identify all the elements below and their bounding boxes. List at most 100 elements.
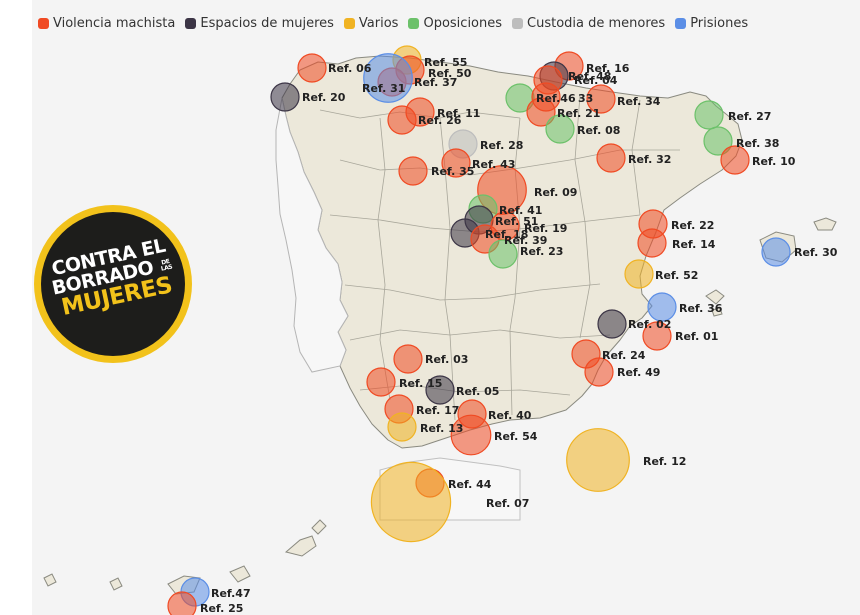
marker-circle[interactable]: [297, 53, 327, 83]
marker-label: Ref. 54: [494, 430, 538, 443]
marker-label: Ref. 24: [602, 349, 646, 362]
island-canary-2: [311, 519, 327, 535]
marker-label: Ref.46: [536, 92, 576, 105]
marker-label: Ref. 32: [628, 153, 671, 166]
marker-label: Ref. 28: [480, 139, 523, 152]
legend-swatch-icon: [343, 17, 355, 29]
marker-label: Ref. 09: [534, 186, 577, 199]
marker-label: Ref. 48: [568, 70, 611, 83]
marker-circle[interactable]: [647, 292, 677, 322]
island-canary-1: [284, 535, 317, 557]
island-canary-3: [229, 565, 251, 583]
marker-label: Ref. 05: [456, 385, 499, 398]
marker-circle[interactable]: [761, 237, 791, 267]
logo-inner-circle: CONTRA EL BORRADO DE LAS MUJERES: [41, 212, 185, 356]
legend: Violencia machista Espacios de mujeres Var…: [38, 14, 748, 32]
legend-swatch-icon: [38, 17, 49, 29]
island-menorca: [813, 217, 837, 231]
legend-item[interactable]: Violencia machista: [38, 16, 175, 31]
marker-label: Ref. 21: [557, 107, 600, 120]
marker-label: Ref. 06: [328, 62, 372, 75]
legend-item[interactable]: Custodia de menores: [512, 16, 665, 31]
marker-circle[interactable]: [441, 148, 471, 178]
marker-circle[interactable]: [637, 228, 667, 258]
marker-circle[interactable]: [393, 344, 423, 374]
marker-label: Ref. 20: [302, 91, 346, 104]
legend-item[interactable]: Prisiones: [675, 16, 748, 31]
marker-label: Ref. 43: [472, 158, 515, 171]
marker-label: Ref. 23: [520, 245, 563, 258]
marker-circle[interactable]: [425, 375, 455, 405]
marker-label: Ref. 13: [420, 422, 463, 435]
marker-circle[interactable]: [596, 143, 626, 173]
marker-circle[interactable]: [270, 82, 300, 112]
marker-label: Ref. 39: [504, 234, 547, 247]
marker-circle[interactable]: [366, 367, 396, 397]
marker-label: Ref. 41: [499, 204, 542, 217]
portugal: [275, 97, 349, 373]
marker-circle[interactable]: [624, 259, 654, 289]
marker-label: Ref. 25: [200, 602, 243, 615]
marker-circle[interactable]: [586, 84, 616, 114]
legend-label: Oposiciones: [423, 15, 503, 31]
marker-label: Ref.47: [211, 587, 251, 600]
marker-circle[interactable]: [363, 53, 413, 103]
marker-circle[interactable]: [694, 100, 724, 130]
island-canary-6: [43, 573, 57, 587]
marker-label: Ref. 01: [675, 330, 718, 343]
marker-label: Ref. 22: [671, 219, 714, 232]
marker-circle[interactable]: [566, 428, 630, 492]
marker-label: Ref. 37: [414, 76, 457, 89]
legend-swatch-icon: [512, 17, 524, 29]
marker-circle[interactable]: [642, 321, 672, 351]
marker-label: Ref. 07: [486, 497, 529, 510]
marker-label: Ref. 49: [617, 366, 660, 379]
marker-label: Ref. 18: [485, 228, 528, 241]
marker-label: Ref. 40: [488, 409, 532, 422]
marker-label: Ref. 26: [418, 114, 462, 127]
marker-label: Ref. 38: [736, 137, 779, 150]
marker-circle[interactable]: [526, 97, 556, 127]
marker-circle[interactable]: [597, 309, 627, 339]
legend-swatch-icon: [408, 17, 420, 29]
legend-swatch-icon: [185, 17, 197, 29]
marker-circle[interactable]: [387, 412, 417, 442]
marker-circle[interactable]: [545, 114, 575, 144]
legend-label: Custodia de menores: [527, 15, 666, 31]
marker-label: Ref. 55: [424, 56, 467, 69]
marker-circle[interactable]: [488, 239, 518, 269]
marker-label: Ref. 02: [628, 318, 671, 331]
marker-circle[interactable]: [370, 461, 452, 543]
logo-text: CONTRA EL BORRADO DE LAS MUJERES: [42, 235, 184, 322]
marker-circle[interactable]: [398, 156, 428, 186]
marker-label: Ref. 35: [431, 165, 474, 178]
marker-label: Ref. 16: [586, 62, 630, 75]
legend-label: Varios: [358, 15, 399, 31]
marker-circle[interactable]: [167, 591, 197, 615]
marker-circle[interactable]: [584, 357, 614, 387]
marker-circle[interactable]: [387, 105, 417, 135]
marker-label: Ref. 14: [672, 238, 716, 251]
legend-item[interactable]: Varios: [343, 15, 399, 31]
marker-circle[interactable]: [450, 414, 492, 456]
logo-small-text: DE LAS: [160, 257, 173, 273]
marker-circle[interactable]: [720, 145, 750, 175]
marker-label: Ref. 52: [655, 269, 698, 282]
marker-label: Ref. 04: [574, 74, 618, 87]
marker-label: Ref. 34: [617, 95, 661, 108]
marker-label: Ref. 27: [728, 110, 771, 123]
marker-label: Ref. 36: [679, 302, 723, 315]
marker-label: Ref. 10: [752, 155, 796, 168]
marker-circle[interactable]: [703, 126, 733, 156]
marker-label: Ref. 44: [448, 478, 492, 491]
legend-label: Prisiones: [690, 15, 749, 31]
legend-item[interactable]: Oposiciones: [408, 16, 502, 31]
marker-label: Ref. 03: [425, 353, 468, 366]
legend-item[interactable]: Espacios de mujeres: [185, 16, 334, 31]
contra-el-borrado-logo: CONTRA EL BORRADO DE LAS MUJERES: [34, 205, 192, 363]
legend-label: Violencia machista: [53, 15, 176, 31]
marker-label: 33: [578, 92, 593, 105]
marker-label: Ref. 11: [437, 107, 480, 120]
legend-swatch-icon: [675, 17, 687, 29]
